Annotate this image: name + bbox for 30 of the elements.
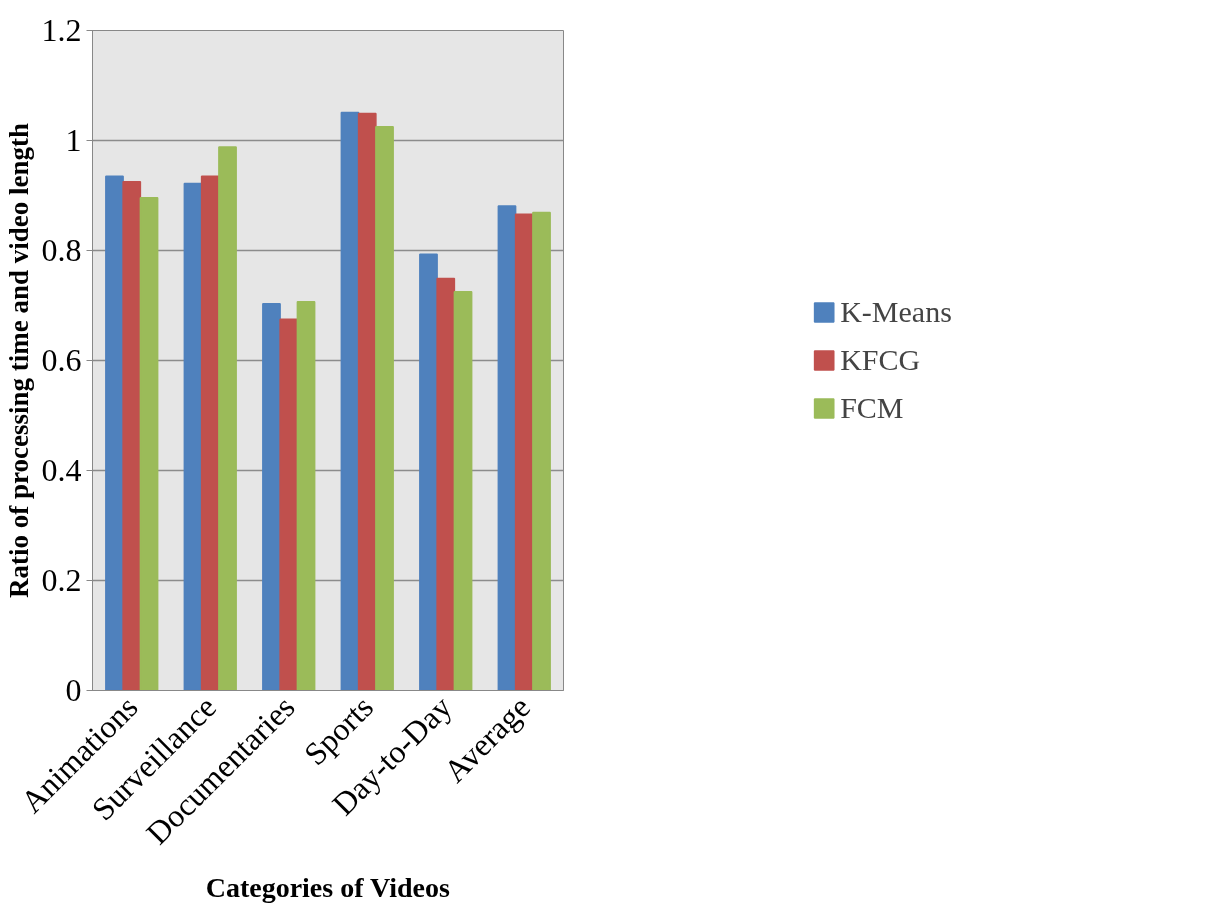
y-tick-label: 0.4 <box>41 452 82 488</box>
bar <box>105 175 124 691</box>
y-tick-label: 1.2 <box>41 12 82 48</box>
legend-label: FCM <box>840 391 904 425</box>
bar <box>183 182 203 691</box>
bar <box>419 253 438 691</box>
bar <box>514 213 534 691</box>
y-tick-label: 0 <box>65 672 82 708</box>
bar <box>497 205 517 691</box>
bar <box>279 318 299 691</box>
bar <box>122 181 142 691</box>
bar <box>436 277 456 691</box>
bar <box>296 300 316 691</box>
bar <box>200 175 220 691</box>
bar <box>532 211 551 691</box>
legend-label: K-Means <box>840 295 952 329</box>
y-tick-label: 1 <box>65 122 82 158</box>
bar <box>139 196 159 691</box>
x-axis-title: Categories of Videos <box>205 871 450 903</box>
bar <box>262 303 281 691</box>
bar <box>453 291 473 691</box>
bar <box>340 111 360 691</box>
y-tick-label: 0.8 <box>41 232 82 268</box>
legend-label: KFCG <box>840 343 921 377</box>
y-tick-label: 0.2 <box>41 562 82 598</box>
y-axis-title: Ratio of processing time and video length <box>3 122 34 598</box>
bar <box>375 126 394 691</box>
bar <box>357 112 377 691</box>
y-tick-label: 0.6 <box>41 342 82 378</box>
bar <box>218 146 237 691</box>
